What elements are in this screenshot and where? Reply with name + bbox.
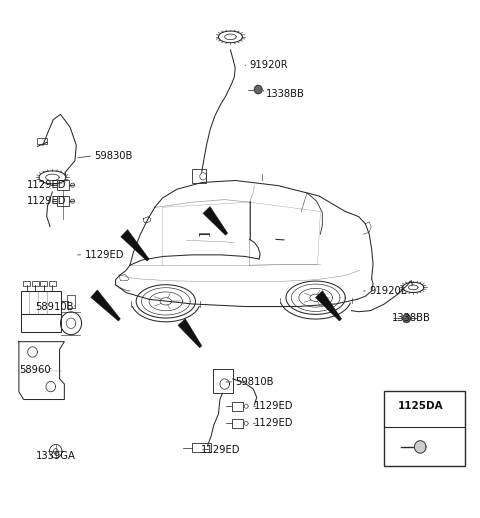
Text: 91920R: 91920R xyxy=(250,60,288,70)
Text: 1338BB: 1338BB xyxy=(392,313,431,323)
Text: 1338BB: 1338BB xyxy=(266,89,305,99)
Text: 1129ED: 1129ED xyxy=(254,401,294,411)
Bar xyxy=(40,281,47,286)
Text: 1129ED: 1129ED xyxy=(201,445,240,455)
Bar xyxy=(21,291,61,314)
Bar xyxy=(36,138,47,144)
Polygon shape xyxy=(91,290,120,321)
Bar xyxy=(21,314,61,333)
Polygon shape xyxy=(403,314,410,323)
Bar xyxy=(23,281,30,286)
Text: 59830B: 59830B xyxy=(94,151,132,161)
Bar xyxy=(192,168,206,183)
Polygon shape xyxy=(415,441,426,453)
Polygon shape xyxy=(254,85,262,94)
Bar xyxy=(32,281,38,286)
Polygon shape xyxy=(315,291,342,321)
Text: 91920L: 91920L xyxy=(369,286,407,296)
Polygon shape xyxy=(121,229,149,261)
Polygon shape xyxy=(203,207,228,235)
Text: 1125DA: 1125DA xyxy=(398,401,444,411)
Bar xyxy=(232,401,243,411)
Text: 1129ED: 1129ED xyxy=(27,196,67,206)
Text: 1129ED: 1129ED xyxy=(84,250,124,260)
Bar xyxy=(213,368,233,393)
Bar xyxy=(192,443,211,452)
Text: 1129ED: 1129ED xyxy=(254,418,294,428)
Bar xyxy=(232,419,243,428)
Bar xyxy=(384,391,465,466)
Text: 59810B: 59810B xyxy=(235,377,274,387)
Bar xyxy=(57,196,69,206)
Polygon shape xyxy=(178,319,202,348)
Text: 1129ED: 1129ED xyxy=(27,180,67,190)
Text: 1339GA: 1339GA xyxy=(36,451,76,462)
Text: 58960: 58960 xyxy=(19,365,50,375)
Bar xyxy=(57,180,69,190)
Bar xyxy=(49,281,56,286)
Text: 58910B: 58910B xyxy=(35,301,73,311)
Bar xyxy=(67,295,75,308)
